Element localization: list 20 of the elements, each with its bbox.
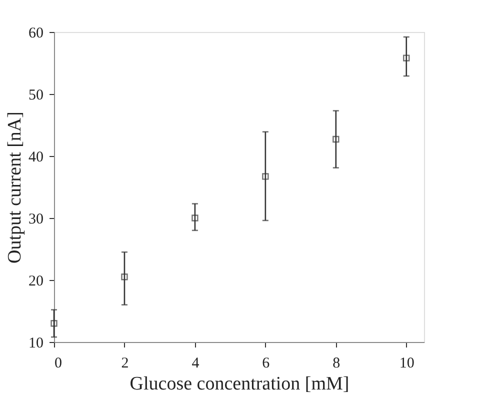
point	[50, 320, 58, 327]
x-tick-label: 4	[192, 356, 200, 372]
point	[403, 54, 410, 62]
point	[192, 214, 198, 222]
x-tick-label: 0	[54, 356, 62, 372]
point	[121, 274, 128, 280]
x-axis-title: Glucose concentration [mM]	[130, 374, 350, 394]
y-tick-label: 10	[28, 336, 44, 352]
y-tick-label: 20	[28, 274, 44, 290]
point	[262, 173, 269, 180]
x-tick-label: 6	[262, 356, 270, 372]
y-tick-label: 30	[28, 212, 44, 228]
x-tick-label: 8	[332, 356, 340, 372]
y-axis-title: Output current [nA]	[4, 112, 26, 264]
y-tick-label: 60	[28, 26, 44, 42]
y-tick-label: 50	[28, 88, 44, 104]
point	[332, 136, 340, 143]
y-tick-label: 40	[28, 150, 44, 166]
x-tick-label: 10	[399, 356, 414, 372]
x-tick-label: 2	[121, 356, 129, 372]
